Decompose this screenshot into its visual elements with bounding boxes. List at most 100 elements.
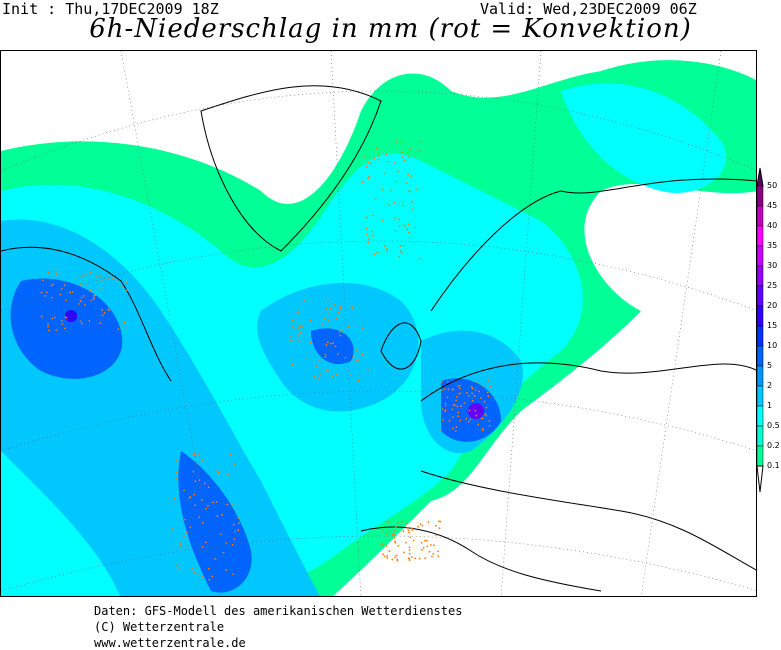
legend-label: 20: [767, 301, 778, 310]
convection-dot: [366, 370, 369, 372]
convection-dot: [398, 256, 401, 258]
convection-dot: [50, 296, 53, 299]
convection-dot: [175, 564, 178, 567]
convection-dot: [348, 325, 350, 328]
convection-dot: [394, 180, 397, 183]
convection-dot: [65, 316, 68, 319]
convection-dot: [200, 459, 203, 462]
convection-dot: [69, 291, 72, 294]
convection-dot: [385, 250, 388, 253]
convection-dot: [174, 546, 177, 549]
convection-dot: [395, 140, 398, 143]
convection-dot: [54, 270, 57, 272]
convection-dot: [412, 539, 415, 542]
convection-dot: [193, 571, 196, 573]
convection-dot: [455, 399, 457, 402]
convection-dot: [173, 498, 176, 500]
convection-dot: [50, 284, 53, 287]
convection-dot: [294, 328, 296, 331]
convection-dot: [217, 472, 220, 474]
convection-dot: [225, 569, 228, 571]
latlon-grid: [1, 51, 756, 596]
convection-dot: [92, 296, 95, 299]
convection-dot: [475, 380, 478, 383]
convection-dot: [418, 140, 421, 143]
convection-dot: [473, 394, 476, 397]
convection-dot: [487, 380, 490, 382]
convection-dot: [320, 373, 323, 376]
convection-dot: [232, 573, 234, 576]
convection-dot: [207, 567, 210, 570]
convection-dot: [299, 326, 301, 329]
convection-dot: [382, 553, 384, 556]
convection-dot: [186, 531, 188, 534]
convection-dot: [377, 158, 380, 161]
convection-dot: [370, 162, 372, 165]
convection-dot: [482, 384, 484, 387]
convection-dot: [387, 520, 390, 523]
convection-dot: [335, 317, 338, 320]
convection-dot: [232, 504, 234, 506]
convection-dot: [40, 315, 43, 318]
convection-dot: [386, 160, 389, 163]
convection-dot: [457, 411, 460, 414]
convection-dot: [399, 244, 402, 247]
convection-dot: [332, 375, 335, 378]
convection-dot: [192, 470, 195, 473]
convection-dot: [338, 330, 341, 333]
convection-dot: [298, 336, 301, 339]
convection-dot: [482, 427, 484, 430]
convection-dot: [432, 544, 435, 547]
convection-dot: [76, 276, 79, 279]
convection-dot: [407, 223, 410, 225]
footer-copyright: (C) Wetterzentrale: [94, 620, 225, 634]
convection-dot: [411, 527, 413, 530]
convection-dot: [443, 388, 446, 390]
precip-heavy: [10, 278, 501, 593]
convection-dot: [222, 551, 225, 554]
convection-dot: [337, 352, 339, 355]
convection-dot: [211, 575, 214, 578]
convection-dot: [81, 322, 83, 325]
convection-dot: [291, 319, 293, 322]
convection-dot: [394, 217, 397, 219]
convection-dot: [194, 480, 197, 483]
convection-dot: [45, 291, 48, 294]
convection-dot: [309, 319, 312, 322]
init-time: Init : Thu,17DEC2009 18Z: [2, 0, 219, 18]
convection-dot: [409, 190, 412, 193]
convection-dot: [301, 326, 304, 329]
convection-dot: [418, 258, 421, 260]
convection-dot: [80, 296, 83, 299]
convection-dot: [435, 534, 437, 536]
convection-dot: [471, 387, 474, 390]
convection-dot: [120, 285, 123, 288]
convection-dot: [294, 320, 297, 323]
convection-dot: [233, 538, 236, 541]
convection-dot: [324, 356, 327, 358]
convection-dot: [96, 275, 99, 278]
convection-dot: [328, 324, 331, 327]
convection-dot: [483, 400, 486, 403]
convection-dot: [186, 546, 189, 549]
legend-min-arrow: [756, 465, 764, 493]
convection-dot: [440, 381, 443, 384]
convection-dot: [469, 418, 472, 421]
convection-dot: [471, 392, 474, 395]
convection-dot: [459, 392, 462, 395]
convection-dot: [229, 453, 232, 456]
convection-dot: [47, 325, 50, 328]
convection-dot: [106, 278, 109, 280]
convection-dot: [220, 533, 223, 535]
convection-dot: [89, 289, 92, 292]
legend-swatch: [756, 285, 764, 307]
convection-dot: [84, 273, 87, 276]
convection-dot: [200, 499, 203, 501]
convection-dot: [408, 531, 411, 534]
convection-dot: [377, 154, 380, 157]
convection-dot: [176, 477, 178, 480]
convection-dot: [189, 495, 192, 498]
convection-dot: [234, 530, 237, 533]
convection-dot: [472, 380, 475, 383]
footer-website[interactable]: www.wetterzentrale.de: [94, 636, 246, 650]
